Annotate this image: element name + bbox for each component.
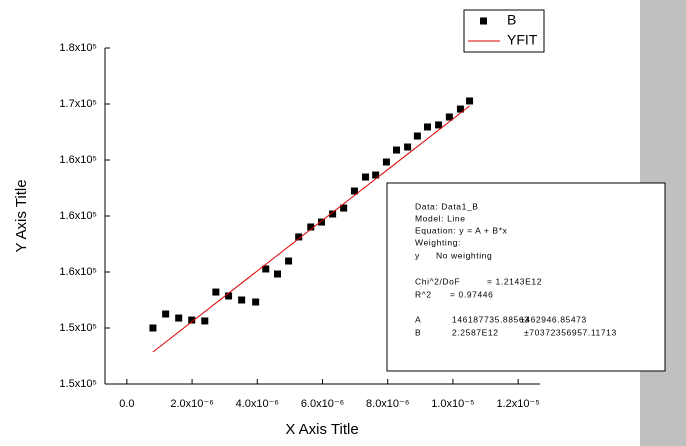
point bbox=[295, 233, 303, 241]
point bbox=[435, 121, 443, 129]
point bbox=[404, 143, 412, 151]
point bbox=[424, 123, 431, 131]
fit-report-text: ±70372356957.11713 bbox=[524, 327, 617, 337]
y-tick-label: 1.8x10⁵ bbox=[59, 42, 97, 54]
legend-marker bbox=[480, 17, 487, 25]
point bbox=[372, 171, 380, 179]
point bbox=[329, 210, 337, 218]
x-tick-label: 0.0 bbox=[119, 398, 134, 410]
x-tick-label: 2.0x10⁻⁶ bbox=[170, 398, 213, 410]
y-tick-label: 1.7x10⁵ bbox=[59, 98, 97, 110]
point bbox=[225, 292, 233, 300]
fit-report-text: Model: Line bbox=[415, 213, 466, 223]
point bbox=[393, 146, 401, 154]
point bbox=[149, 324, 157, 332]
fit-report-text: Weighting: bbox=[415, 237, 461, 247]
point bbox=[350, 187, 358, 195]
point bbox=[262, 265, 270, 273]
fit-report-text: No weighting bbox=[436, 250, 492, 260]
legend bbox=[463, 9, 545, 53]
y-tick-label: 1.6x10⁵ bbox=[59, 266, 97, 278]
point bbox=[188, 316, 196, 324]
y-tick-label: 1.5x10⁵ bbox=[59, 322, 97, 334]
y-axis-title: Y Axis Title bbox=[13, 179, 30, 252]
fit-report-text: Data: Data1_B bbox=[415, 201, 479, 211]
fit-report-text: = 1.2143E12 bbox=[487, 276, 542, 286]
point bbox=[318, 218, 326, 226]
fit-report-text: A bbox=[415, 314, 421, 324]
x-tick-label: 1.2x10⁻⁵ bbox=[496, 398, 539, 410]
point bbox=[445, 113, 453, 121]
fit-report-text: 146187735.88563 bbox=[452, 314, 530, 324]
point bbox=[413, 132, 421, 140]
y-tick-label: 1.6x10⁵ bbox=[59, 154, 97, 166]
point bbox=[175, 314, 183, 322]
fit-report-text: ±462946.85473 bbox=[520, 314, 587, 324]
x-axis-title: X Axis Title bbox=[285, 421, 358, 438]
point bbox=[307, 223, 315, 231]
point bbox=[382, 158, 390, 166]
x-tick-label: 6.0x10⁻⁶ bbox=[301, 398, 344, 410]
y-tick-label: 1.5x10⁵ bbox=[59, 378, 97, 390]
point bbox=[466, 97, 474, 105]
point bbox=[201, 317, 209, 325]
point bbox=[162, 310, 170, 318]
x-tick-label: 8.0x10⁻⁶ bbox=[366, 398, 409, 410]
point bbox=[252, 298, 260, 306]
x-tick-label: 1.0x10⁻⁵ bbox=[431, 398, 474, 410]
point bbox=[340, 204, 348, 212]
fit-line bbox=[152, 105, 470, 353]
fit-report-text: Equation: y = A + B*x bbox=[415, 225, 508, 235]
point bbox=[285, 257, 293, 265]
point bbox=[212, 288, 220, 296]
fit-report-text: Chi^2/DoF bbox=[415, 276, 460, 286]
legend-label: YFIT bbox=[507, 32, 538, 48]
fit-report-text: R^2 bbox=[415, 289, 432, 299]
legend-label: B bbox=[507, 12, 516, 28]
point bbox=[456, 105, 464, 113]
fit-report-text: y bbox=[415, 250, 420, 260]
point bbox=[238, 296, 246, 304]
fit-report-text: B bbox=[415, 327, 421, 337]
fit-report-box bbox=[386, 182, 666, 372]
point bbox=[274, 270, 281, 278]
point bbox=[362, 173, 370, 181]
fit-report-text: 2.2587E12 bbox=[452, 327, 499, 337]
y-tick-label: 1.6x10⁵ bbox=[59, 210, 97, 222]
x-tick-label: 4.0x10⁻⁶ bbox=[236, 398, 279, 410]
fit-report-text: = 0.97446 bbox=[450, 289, 493, 299]
